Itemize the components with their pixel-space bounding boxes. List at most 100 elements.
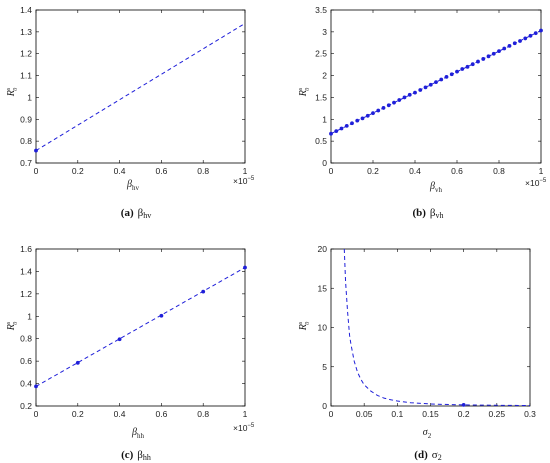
panel-b-data-point [439, 77, 444, 82]
panel-a-axes-frame [35, 9, 246, 164]
chart-panel-d: 0 0.05 0.1 0.15 0.2 0.25 0.3 0 5 10 15 20 σ2 Rs0 (d… [298, 244, 536, 462]
panel-a-y-tick-label: 1.4 [20, 5, 32, 15]
panel-b-caption: (b) βvh [412, 207, 443, 220]
panel-c-x-tick-label: 0.8 [197, 409, 209, 419]
panel-d-y-tick-label: 0 [322, 401, 327, 411]
panel-a-y-tick-label: 1.3 [20, 27, 32, 37]
panel-c-y-tick-label: 0.4 [20, 379, 32, 389]
panel-c-x-tick-label: 0 [34, 409, 39, 419]
panel-b-data-point [470, 62, 475, 67]
panel-c-axes-frame [35, 248, 246, 407]
panel-b-data-point [402, 95, 407, 100]
panel-d-ylabel: Rs0 [298, 321, 311, 331]
chart-panel-c: 0 0.2 0.4 0.6 0.8 10.20.40.60.811.21.41.6 βhh… [6, 244, 255, 462]
panel-c-caption: (c) βhh [121, 449, 151, 462]
panel-c-x-tick-label: 0.6 [155, 409, 167, 419]
panel-b-y-tick-label: 1.5 [315, 92, 327, 102]
panel-c-data-point [243, 265, 247, 270]
panel-c-x-tick-label: 1 [243, 409, 248, 419]
panel-b-data-point [528, 33, 533, 38]
panel-b-data-point [413, 90, 417, 95]
panel-a-marks: 0 0.2 0.4 0.6 0.8 1 0.7 0.8 0.9 1 1.1 1.2 1.3 1.4 [20, 5, 247, 176]
panel-a-xlabel: βhv [126, 179, 139, 192]
panel-a-x-tick-label: 0.8 [197, 166, 209, 176]
panel-d-x-tick-label: 0.1 [391, 409, 403, 419]
panel-a-y-tick-label: 1 [27, 92, 32, 102]
panel-b-data-point [376, 108, 381, 113]
panel-a-caption: (a) βhv [121, 207, 151, 220]
panel-c-data-point [159, 313, 164, 318]
panel-c-y-tick-label: 1 [27, 311, 32, 321]
panel-c-x-multiplier: ×10−5 [233, 423, 255, 433]
panel-b-x-tick-label: 0.8 [493, 166, 505, 176]
panel-b-data-point [418, 88, 423, 92]
panel-b-y-tick-label: 3 [322, 27, 327, 37]
panel-b-x-tick-label: 0 [329, 166, 334, 176]
panel-b-data-point [507, 43, 512, 48]
panel-d-marks: 0 0.05 0.1 0.15 0.2 0.25 0.3 0 5 10 15 20 [318, 244, 537, 419]
panel-c-y-tick-label: 1.2 [20, 289, 32, 299]
panel-a-y-tick-label: 0.7 [20, 158, 32, 168]
panel-d-x-tick-label: 0.25 [489, 409, 506, 419]
panel-b-data-point [397, 98, 402, 102]
panel-d-axes-frame [330, 248, 531, 407]
panel-b-x-multiplier: ×10−5 [525, 178, 547, 188]
panel-d-y-tick-label: 15 [318, 283, 328, 293]
panel-d-x-tick-label: 0.15 [422, 409, 439, 419]
panel-b-data-point [434, 80, 438, 85]
panel-c-y-tick-label: 1.6 [20, 244, 32, 254]
panel-d-series-line [343, 249, 530, 406]
panel-a-x-tick-label: 0.2 [72, 166, 84, 176]
panel-b-y-tick-label: 0.5 [315, 136, 327, 146]
panel-b-data-point [533, 31, 538, 36]
panel-b-data-point [449, 72, 454, 77]
panel-b-y-tick-label: 2.5 [315, 49, 327, 59]
panel-b-data-point [381, 106, 386, 110]
panel-b-x-tick-label: 1 [539, 166, 544, 176]
panel-b-data-point [355, 118, 360, 123]
panel-b-data-point [334, 129, 339, 133]
panel-a-x-tick-label: 0 [34, 166, 39, 176]
panel-b-xlabel: βvh [429, 181, 442, 194]
panel-b-data-point [371, 111, 375, 116]
panel-d-y-tick-label: 20 [318, 244, 328, 254]
chart-panel-b: 0 0.2 0.4 0.6 0.8 1 0 0.5 1 1.5 2 2.5 3 3.5 βvh ×10−5… [298, 5, 547, 220]
panel-c-y-tick-label: 0.2 [20, 401, 32, 411]
panel-b-data-point [497, 49, 501, 53]
panel-d-caption: (d) σ2 [414, 449, 441, 462]
panel-b-y-tick-label: 2 [322, 71, 327, 81]
panel-b-data-point [460, 67, 465, 71]
panel-b-axes-frame [330, 9, 542, 164]
panel-c-y-tick-label: 1.4 [20, 266, 32, 276]
panel-b-data-point [455, 69, 459, 74]
chart-panel-a: 0 0.2 0.4 0.6 0.8 1 0.7 0.8 0.9 1 1.1 1.2 1.3 1.4 βhv… [6, 5, 255, 220]
panel-a-y-tick-label: 1.1 [20, 71, 32, 81]
panel-b-data-point [502, 46, 507, 51]
panel-b-marks: 0 0.2 0.4 0.6 0.8 1 0 0.5 1 1.5 2 2.5 3 3.5 [315, 5, 543, 176]
panel-c-data-point [34, 384, 38, 389]
panel-d-x-tick-label: 0.2 [458, 409, 470, 419]
panel-b-data-point [476, 59, 480, 64]
panel-b-data-point [360, 116, 365, 121]
panel-d-xlabel: σ2 [423, 427, 432, 440]
panel-d-x-tick-label: 0 [329, 409, 334, 419]
panel-b-data-point [518, 39, 522, 43]
panel-d-x-tick-label: 0.3 [524, 409, 536, 419]
panel-d-data-point [461, 403, 466, 407]
panel-b-data-point [465, 64, 470, 69]
panel-b-data-point [539, 28, 543, 33]
panel-a-ylabel: Rs0 [6, 87, 19, 97]
panel-b-data-point [407, 92, 412, 97]
panel-a-x-multiplier: ×10−5 [233, 176, 255, 186]
panel-b-data-point [486, 54, 491, 59]
panel-b-ylabel: Rs0 [298, 87, 311, 97]
panel-b-data-point [339, 126, 344, 131]
panel-c-y-tick-label: 0.6 [20, 356, 32, 366]
panel-b-data-point [523, 36, 528, 41]
panel-b-data-point [428, 82, 433, 87]
panel-a-x-tick-label: 0.6 [155, 166, 167, 176]
panel-b-data-point [392, 100, 396, 105]
panel-a-data-point [34, 148, 38, 153]
panel-b-data-point [344, 123, 349, 128]
